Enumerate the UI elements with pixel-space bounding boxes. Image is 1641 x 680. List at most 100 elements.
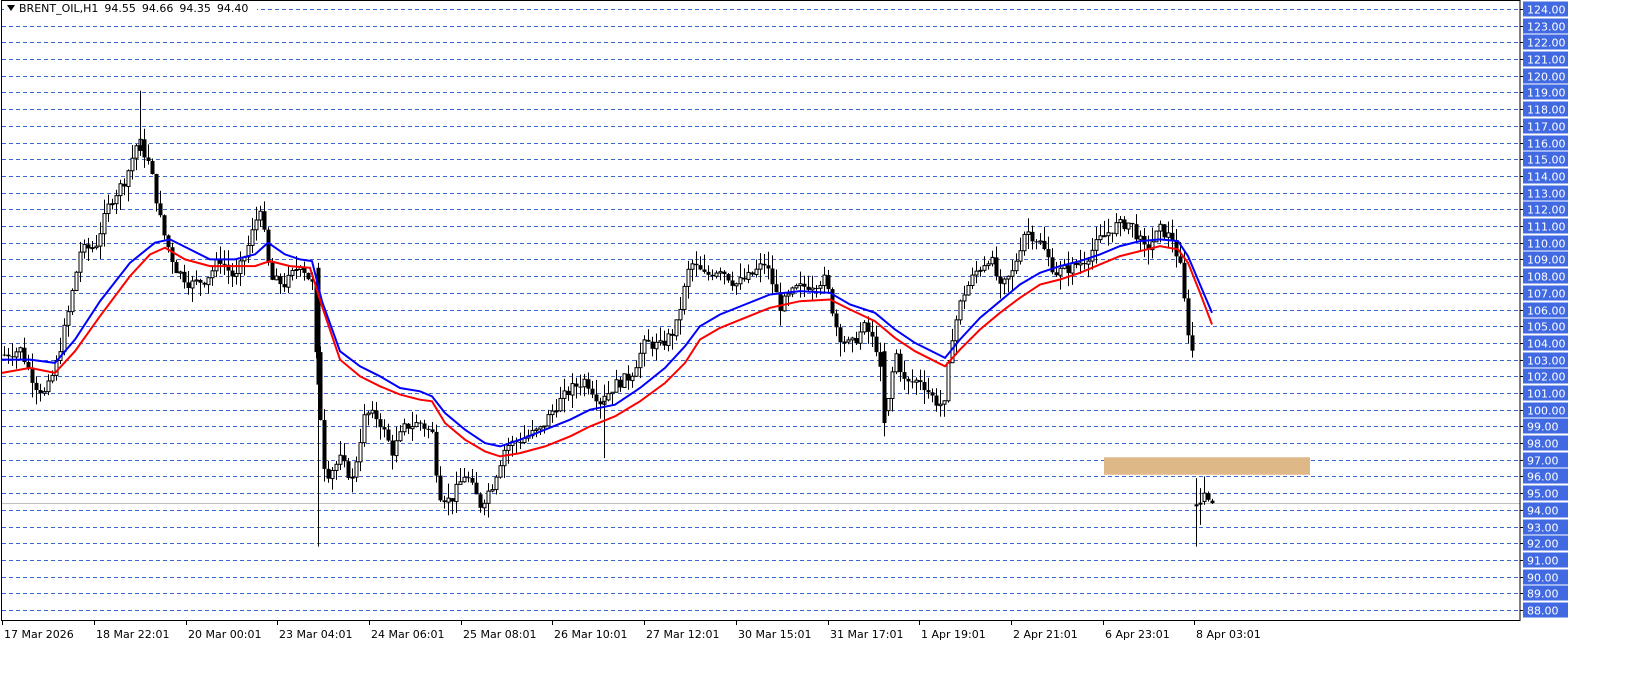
candle-body-bear bbox=[138, 145, 143, 151]
candle-body-bull bbox=[126, 170, 131, 187]
price-label-bg bbox=[1523, 18, 1568, 34]
ma-slow-line bbox=[1, 245, 1213, 458]
candle bbox=[1010, 259, 1015, 291]
candle-body-bear bbox=[906, 378, 911, 382]
candle bbox=[750, 271, 755, 277]
price-label-bg bbox=[1523, 51, 1568, 67]
candle-body-bull bbox=[94, 245, 99, 249]
candle-body-bull bbox=[810, 287, 815, 291]
candle-body-bear bbox=[650, 341, 655, 349]
candle-body-bear bbox=[434, 431, 439, 476]
candle-body-bull bbox=[534, 428, 539, 431]
candle bbox=[698, 256, 703, 271]
candle-body-bull bbox=[654, 341, 659, 350]
candle-body-bull bbox=[286, 274, 291, 288]
price-label: 93.00 bbox=[1527, 522, 1559, 535]
candle bbox=[806, 275, 811, 293]
candle-body-bull bbox=[942, 400, 947, 405]
candle-body-bear bbox=[834, 313, 839, 328]
candle bbox=[894, 349, 899, 375]
price-label: 111.00 bbox=[1527, 221, 1566, 234]
candle bbox=[362, 404, 367, 447]
candle-body-bull bbox=[638, 352, 643, 369]
candle-body-bear bbox=[726, 274, 731, 281]
candle-body-bull bbox=[134, 145, 139, 159]
candle-body-bull bbox=[850, 337, 855, 341]
candle bbox=[906, 376, 911, 395]
candle bbox=[1066, 251, 1071, 287]
candle bbox=[738, 263, 743, 290]
candle-body-bear bbox=[10, 356, 15, 358]
candle bbox=[998, 269, 1003, 299]
candle bbox=[902, 360, 907, 390]
candle bbox=[274, 268, 279, 281]
candle bbox=[202, 281, 207, 288]
candle-body-bull bbox=[338, 454, 343, 465]
candle bbox=[978, 266, 983, 277]
candle-body-bull bbox=[258, 210, 263, 221]
candle-body-bull bbox=[958, 300, 963, 321]
candle bbox=[522, 425, 527, 445]
price-label-bg bbox=[1523, 418, 1568, 434]
candle-body-bull bbox=[82, 243, 87, 253]
supply-zone[interactable] bbox=[2, 457, 1520, 504]
price-label: 101.00 bbox=[1527, 388, 1566, 401]
candle bbox=[766, 251, 771, 280]
candle-body-bull bbox=[398, 431, 403, 442]
candle-body-bull bbox=[758, 263, 763, 270]
candle-body-bull bbox=[250, 229, 255, 246]
candle-body-bull bbox=[238, 260, 243, 275]
price-label: 110.00 bbox=[1527, 238, 1566, 251]
candle-body-bear bbox=[670, 333, 675, 336]
candle-body-bull bbox=[506, 445, 511, 451]
candle bbox=[198, 278, 203, 297]
dropdown-triangle-icon[interactable] bbox=[7, 5, 15, 11]
candle bbox=[238, 251, 243, 286]
candle bbox=[866, 316, 871, 344]
candle bbox=[118, 179, 123, 211]
candle bbox=[302, 261, 307, 281]
ma-fast-line bbox=[2, 238, 1213, 448]
candle-body-bear bbox=[586, 379, 591, 389]
candle-body-bull bbox=[818, 285, 823, 289]
price-label-bg bbox=[1523, 84, 1568, 100]
candle-body-bull bbox=[714, 272, 719, 277]
candle-body-bear bbox=[750, 272, 755, 275]
candle bbox=[862, 320, 867, 335]
price-label: 109.00 bbox=[1527, 254, 1566, 267]
candle bbox=[38, 383, 43, 402]
candle bbox=[14, 347, 19, 369]
candle bbox=[454, 471, 459, 513]
zone-rectangle[interactable] bbox=[1104, 457, 1310, 475]
price-label: 113.00 bbox=[1527, 188, 1566, 201]
candle bbox=[962, 285, 967, 310]
candle bbox=[90, 241, 95, 253]
price-label-bg bbox=[1523, 552, 1568, 568]
price-label: 95.00 bbox=[1527, 488, 1559, 501]
price-axis[interactable]: 124.00 123.00 122.00 121.00 120.00 119.00 118.… bbox=[1520, 1, 1568, 618]
candle-body-bull bbox=[502, 449, 507, 467]
candle-body-bull bbox=[410, 426, 415, 430]
price-label-bg bbox=[1523, 235, 1568, 251]
candle-body-bull bbox=[490, 489, 495, 492]
candle bbox=[162, 214, 167, 240]
price-label: 124.00 bbox=[1527, 4, 1566, 17]
candle bbox=[942, 400, 947, 417]
candle bbox=[494, 474, 499, 495]
candle-body-bull bbox=[734, 283, 739, 287]
candle-body-bull bbox=[358, 442, 363, 463]
candle bbox=[1106, 218, 1111, 246]
candle-body-bull bbox=[206, 277, 211, 286]
candle-body-bull bbox=[678, 308, 683, 321]
candle bbox=[422, 419, 427, 437]
candle bbox=[1030, 225, 1035, 250]
time-axis[interactable]: 17 Mar 2026 18 Mar 22:01 20 Mar 00:01 23 Ma… bbox=[2, 620, 1261, 641]
candle-body-bull bbox=[718, 271, 723, 274]
candle-body-bull bbox=[62, 324, 67, 353]
candle-body-bear bbox=[150, 160, 155, 175]
candle-body-bear bbox=[22, 347, 27, 363]
candle bbox=[334, 460, 339, 480]
candle bbox=[694, 251, 699, 277]
